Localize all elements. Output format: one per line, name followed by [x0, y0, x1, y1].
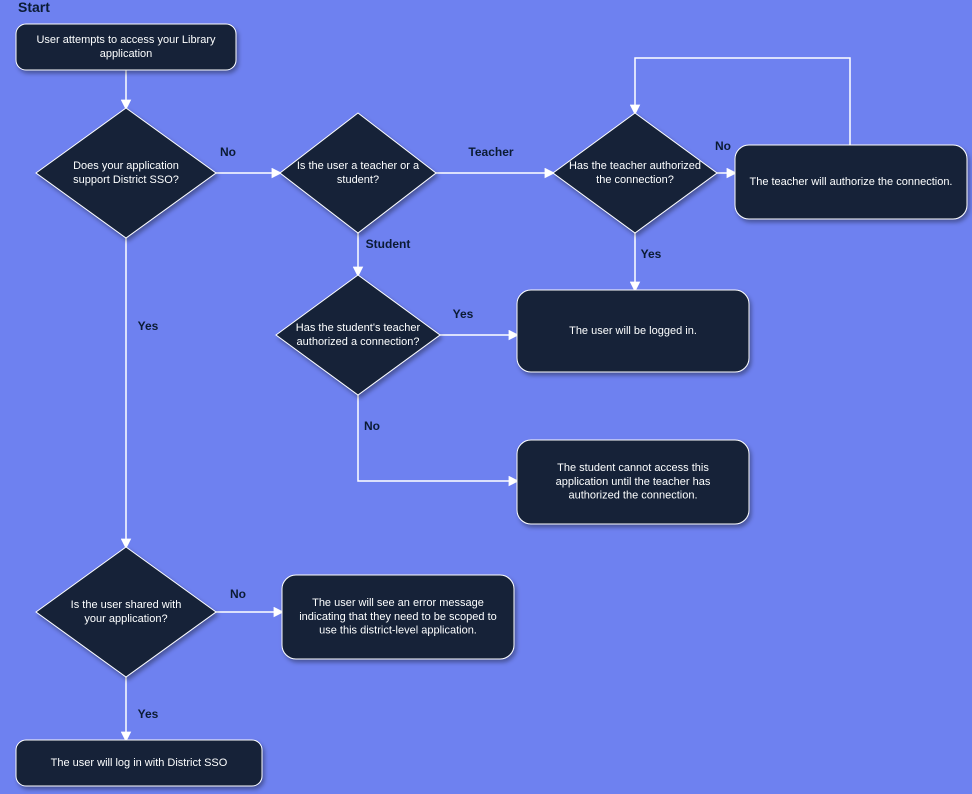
node-text-line: authorized a connection? [297, 336, 420, 348]
node-n_teacher_conn: The teacher will authorize the connectio… [735, 145, 967, 219]
node-text-line: The user will be logged in. [569, 325, 697, 337]
edge-label-e10: No [230, 587, 246, 601]
node-text-line: the connection? [596, 174, 674, 186]
node-d_shared: Is the user shared with your application? [36, 547, 216, 677]
edge-label-e11: Yes [138, 707, 159, 721]
node-text-line: The user will log in with District SSO [51, 757, 228, 769]
edge-label-e7: Yes [453, 307, 474, 321]
node-d_student_auth: Has the student's teacher authorized a co… [276, 275, 440, 395]
node-text-line: User attempts to access your Library [36, 34, 216, 46]
node-n_logged_in: The user will be logged in. [517, 290, 749, 372]
node-text-line: Is the user a teacher or a [297, 160, 420, 172]
node-d_sso: Does your application support District SS… [36, 108, 216, 238]
node-text-line: The teacher will authorize the connectio… [749, 176, 952, 188]
edge-label-e8: No [364, 419, 380, 433]
nodes-layer: User attempts to access your Library appl… [16, 24, 967, 786]
node-n_error: The user will see an error message indica… [282, 575, 514, 659]
node-text-line: use this district-level application. [319, 625, 477, 637]
edge-label-e6: Student [366, 237, 411, 251]
node-text-line: your application? [84, 613, 167, 625]
flowchart-canvas: Start No Teacher No Yes Student Yes No Yes No Yes… [0, 0, 972, 794]
node-text-line: Does your application [73, 160, 179, 172]
node-text-line: student? [337, 174, 379, 186]
edge-label-e5: Yes [641, 247, 662, 261]
node-d_role: Is the user a teacher or a student? [280, 113, 436, 233]
node-text-line: Has the student's teacher [296, 322, 421, 334]
node-text-line: Has the teacher authorized [569, 160, 701, 172]
node-text-line: The student cannot access this [557, 462, 709, 474]
edge-label-e2: No [220, 145, 236, 159]
node-d_teacher_auth: Has the teacher authorized the connection… [553, 113, 717, 233]
edge-e8 [358, 395, 517, 481]
edge-label-e4: No [715, 139, 731, 153]
edge-label-e9: Yes [138, 319, 159, 333]
node-text-line: authorized the connection. [568, 490, 697, 502]
node-text-line: application [100, 48, 153, 60]
edge-e12 [635, 58, 850, 145]
node-text-line: support District SSO? [73, 174, 179, 186]
node-text-line: The user will see an error message [312, 597, 484, 609]
node-text-line: application until the teacher has [556, 476, 711, 488]
start-label: Start [18, 0, 50, 15]
node-n_student_block: The student cannot access this applicatio… [517, 440, 749, 524]
edge-label-e3: Teacher [468, 145, 513, 159]
node-n_start: User attempts to access your Library appl… [16, 24, 236, 70]
node-text-line: Is the user shared with [71, 599, 182, 611]
node-n_district_sso: The user will log in with District SSO [16, 740, 262, 786]
node-text-line: indicating that they need to be scoped t… [299, 611, 497, 623]
